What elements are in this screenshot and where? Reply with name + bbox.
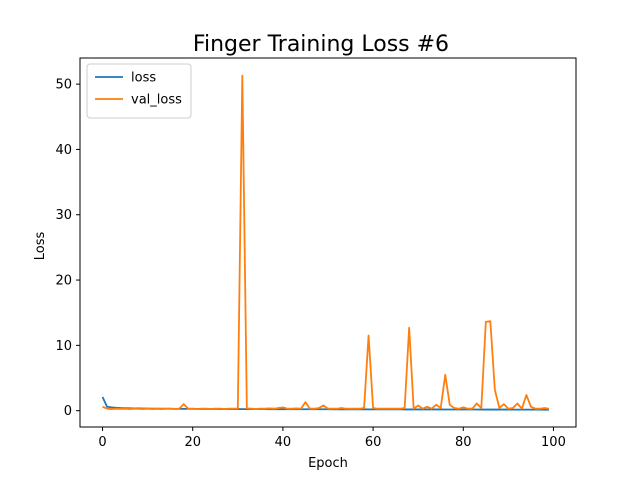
chart-title: Finger Training Loss #6: [193, 32, 449, 57]
x-tick-label: 80: [455, 435, 472, 450]
x-axis: 0 20 40 60 80 100: [98, 427, 566, 450]
y-axis: 0 10 20 30 40 50: [55, 78, 80, 419]
x-tick-label: 20: [184, 435, 201, 450]
y-tick-label: 20: [55, 274, 72, 289]
y-tick-label: 40: [55, 143, 72, 158]
x-tick-label: 0: [98, 435, 106, 450]
y-tick-label: 50: [55, 78, 72, 93]
series-layer: [101, 74, 550, 411]
y-tick-label: 10: [55, 339, 72, 354]
y-axis-label: Loss: [33, 232, 48, 261]
plot-frame: [79, 57, 577, 428]
legend-label-val-loss: val_loss: [131, 93, 182, 108]
y-tick-label: 30: [55, 208, 72, 223]
x-tick-label: 60: [365, 435, 382, 450]
legend-label-loss: loss: [131, 71, 156, 86]
x-tick-label: 40: [275, 435, 292, 450]
plot-area: [79, 57, 577, 428]
legend: loss val_loss: [86, 63, 192, 119]
series-line-val-loss: [102, 74, 550, 410]
x-tick-label: 100: [541, 435, 566, 450]
x-axis-label: Epoch: [308, 456, 348, 471]
y-tick-label: 0: [64, 404, 72, 419]
